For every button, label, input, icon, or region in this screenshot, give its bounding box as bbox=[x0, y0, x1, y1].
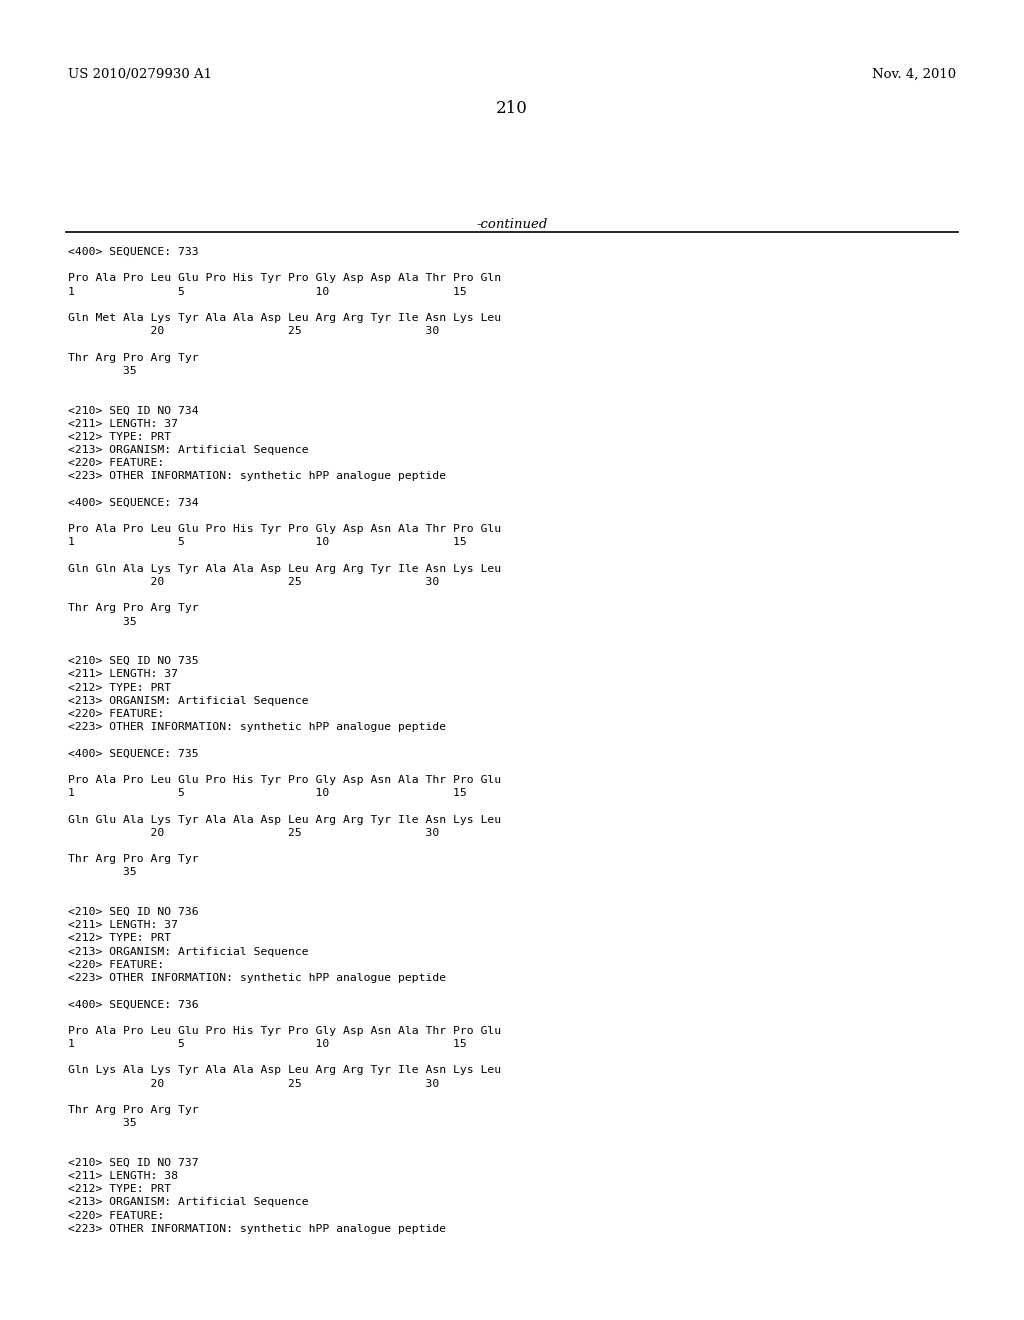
Text: 1               5                   10                  15: 1 5 10 15 bbox=[68, 537, 467, 548]
Text: <223> OTHER INFORMATION: synthetic hPP analogue peptide: <223> OTHER INFORMATION: synthetic hPP a… bbox=[68, 722, 446, 733]
Text: Pro Ala Pro Leu Glu Pro His Tyr Pro Gly Asp Asp Ala Thr Pro Gln: Pro Ala Pro Leu Glu Pro His Tyr Pro Gly … bbox=[68, 273, 501, 284]
Text: <223> OTHER INFORMATION: synthetic hPP analogue peptide: <223> OTHER INFORMATION: synthetic hPP a… bbox=[68, 973, 446, 983]
Text: Gln Met Ala Lys Tyr Ala Ala Asp Leu Arg Arg Tyr Ile Asn Lys Leu: Gln Met Ala Lys Tyr Ala Ala Asp Leu Arg … bbox=[68, 313, 501, 323]
Text: 35: 35 bbox=[68, 1118, 137, 1129]
Text: <210> SEQ ID NO 737: <210> SEQ ID NO 737 bbox=[68, 1158, 199, 1168]
Text: Pro Ala Pro Leu Glu Pro His Tyr Pro Gly Asp Asn Ala Thr Pro Glu: Pro Ala Pro Leu Glu Pro His Tyr Pro Gly … bbox=[68, 775, 501, 785]
Text: <223> OTHER INFORMATION: synthetic hPP analogue peptide: <223> OTHER INFORMATION: synthetic hPP a… bbox=[68, 471, 446, 482]
Text: <400> SEQUENCE: 736: <400> SEQUENCE: 736 bbox=[68, 999, 199, 1010]
Text: Gln Glu Ala Lys Tyr Ala Ala Asp Leu Arg Arg Tyr Ile Asn Lys Leu: Gln Glu Ala Lys Tyr Ala Ala Asp Leu Arg … bbox=[68, 814, 501, 825]
Text: <213> ORGANISM: Artificial Sequence: <213> ORGANISM: Artificial Sequence bbox=[68, 946, 308, 957]
Text: <223> OTHER INFORMATION: synthetic hPP analogue peptide: <223> OTHER INFORMATION: synthetic hPP a… bbox=[68, 1224, 446, 1234]
Text: Pro Ala Pro Leu Glu Pro His Tyr Pro Gly Asp Asn Ala Thr Pro Glu: Pro Ala Pro Leu Glu Pro His Tyr Pro Gly … bbox=[68, 524, 501, 535]
Text: -continued: -continued bbox=[476, 218, 548, 231]
Text: <210> SEQ ID NO 734: <210> SEQ ID NO 734 bbox=[68, 405, 199, 416]
Text: 210: 210 bbox=[496, 100, 528, 117]
Text: 1               5                   10                  15: 1 5 10 15 bbox=[68, 1039, 467, 1049]
Text: <212> TYPE: PRT: <212> TYPE: PRT bbox=[68, 933, 171, 944]
Text: US 2010/0279930 A1: US 2010/0279930 A1 bbox=[68, 69, 212, 81]
Text: <220> FEATURE:: <220> FEATURE: bbox=[68, 960, 164, 970]
Text: <220> FEATURE:: <220> FEATURE: bbox=[68, 1210, 164, 1221]
Text: <210> SEQ ID NO 735: <210> SEQ ID NO 735 bbox=[68, 656, 199, 667]
Text: Thr Arg Pro Arg Tyr: Thr Arg Pro Arg Tyr bbox=[68, 1105, 199, 1115]
Text: <211> LENGTH: 37: <211> LENGTH: 37 bbox=[68, 418, 178, 429]
Text: <220> FEATURE:: <220> FEATURE: bbox=[68, 709, 164, 719]
Text: <211> LENGTH: 37: <211> LENGTH: 37 bbox=[68, 669, 178, 680]
Text: <212> TYPE: PRT: <212> TYPE: PRT bbox=[68, 682, 171, 693]
Text: <213> ORGANISM: Artificial Sequence: <213> ORGANISM: Artificial Sequence bbox=[68, 1197, 308, 1208]
Text: 20                  25                  30: 20 25 30 bbox=[68, 577, 439, 587]
Text: Gln Lys Ala Lys Tyr Ala Ala Asp Leu Arg Arg Tyr Ile Asn Lys Leu: Gln Lys Ala Lys Tyr Ala Ala Asp Leu Arg … bbox=[68, 1065, 501, 1076]
Text: 35: 35 bbox=[68, 616, 137, 627]
Text: Thr Arg Pro Arg Tyr: Thr Arg Pro Arg Tyr bbox=[68, 603, 199, 614]
Text: 1               5                   10                  15: 1 5 10 15 bbox=[68, 286, 467, 297]
Text: Nov. 4, 2010: Nov. 4, 2010 bbox=[871, 69, 956, 81]
Text: <212> TYPE: PRT: <212> TYPE: PRT bbox=[68, 1184, 171, 1195]
Text: <211> LENGTH: 37: <211> LENGTH: 37 bbox=[68, 920, 178, 931]
Text: <400> SEQUENCE: 734: <400> SEQUENCE: 734 bbox=[68, 498, 199, 508]
Text: 20                  25                  30: 20 25 30 bbox=[68, 326, 439, 337]
Text: <211> LENGTH: 38: <211> LENGTH: 38 bbox=[68, 1171, 178, 1181]
Text: Pro Ala Pro Leu Glu Pro His Tyr Pro Gly Asp Asn Ala Thr Pro Glu: Pro Ala Pro Leu Glu Pro His Tyr Pro Gly … bbox=[68, 1026, 501, 1036]
Text: 20                  25                  30: 20 25 30 bbox=[68, 1078, 439, 1089]
Text: <400> SEQUENCE: 733: <400> SEQUENCE: 733 bbox=[68, 247, 199, 257]
Text: 35: 35 bbox=[68, 867, 137, 878]
Text: <212> TYPE: PRT: <212> TYPE: PRT bbox=[68, 432, 171, 442]
Text: Thr Arg Pro Arg Tyr: Thr Arg Pro Arg Tyr bbox=[68, 854, 199, 865]
Text: 35: 35 bbox=[68, 366, 137, 376]
Text: 20                  25                  30: 20 25 30 bbox=[68, 828, 439, 838]
Text: <210> SEQ ID NO 736: <210> SEQ ID NO 736 bbox=[68, 907, 199, 917]
Text: Gln Gln Ala Lys Tyr Ala Ala Asp Leu Arg Arg Tyr Ile Asn Lys Leu: Gln Gln Ala Lys Tyr Ala Ala Asp Leu Arg … bbox=[68, 564, 501, 574]
Text: <213> ORGANISM: Artificial Sequence: <213> ORGANISM: Artificial Sequence bbox=[68, 445, 308, 455]
Text: Thr Arg Pro Arg Tyr: Thr Arg Pro Arg Tyr bbox=[68, 352, 199, 363]
Text: 1               5                   10                  15: 1 5 10 15 bbox=[68, 788, 467, 799]
Text: <213> ORGANISM: Artificial Sequence: <213> ORGANISM: Artificial Sequence bbox=[68, 696, 308, 706]
Text: <400> SEQUENCE: 735: <400> SEQUENCE: 735 bbox=[68, 748, 199, 759]
Text: <220> FEATURE:: <220> FEATURE: bbox=[68, 458, 164, 469]
